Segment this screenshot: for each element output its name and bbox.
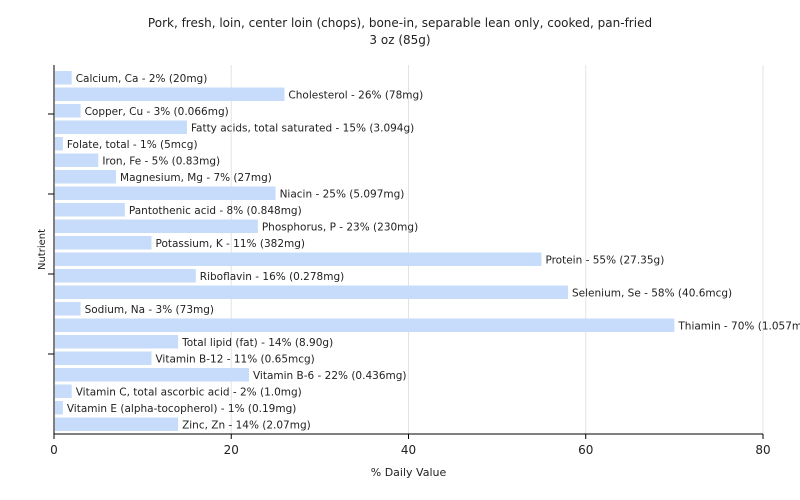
bar xyxy=(55,285,569,299)
bar xyxy=(55,186,276,200)
bar xyxy=(55,417,179,431)
bar xyxy=(55,236,152,250)
bar-label: Selenium, Se - 58% (40.6mcg) xyxy=(572,287,732,299)
bar xyxy=(55,252,542,266)
bar-label: Folate, total - 1% (5mcg) xyxy=(67,139,198,151)
x-tick-label: 40 xyxy=(401,443,416,457)
bar-label: Sodium, Na - 3% (73mg) xyxy=(85,304,214,316)
bar-label: Vitamin E (alpha-tocopherol) - 1% (0.19m… xyxy=(67,403,296,415)
bar-label: Total lipid (fat) - 14% (8.90g) xyxy=(181,337,333,349)
bar xyxy=(55,335,179,349)
bar xyxy=(55,219,258,233)
bar xyxy=(55,203,125,217)
bar-label: Vitamin C, total ascorbic acid - 2% (1.0… xyxy=(76,386,302,398)
bar xyxy=(55,104,81,118)
bar xyxy=(55,351,152,365)
bar-label: Zinc, Zn - 14% (2.07mg) xyxy=(182,419,311,431)
bar-label: Vitamin B-12 - 11% (0.65mcg) xyxy=(155,353,314,365)
bar xyxy=(55,384,72,398)
bar-label: Phosphorus, P - 23% (230mg) xyxy=(262,221,418,233)
x-tick-label: 80 xyxy=(755,443,770,457)
bar-label: Pantothenic acid - 8% (0.848mg) xyxy=(129,205,302,217)
bar-label: Riboflavin - 16% (0.278mg) xyxy=(200,271,344,283)
bar xyxy=(55,153,99,167)
bar xyxy=(55,318,675,332)
x-tick-label: 0 xyxy=(50,443,58,457)
chart-subtitle: 3 oz (85g) xyxy=(369,33,431,47)
bar xyxy=(55,87,285,101)
bar-label: Protein - 55% (27.35g) xyxy=(545,254,664,266)
bar-label: Fatty acids, total saturated - 15% (3.09… xyxy=(191,122,414,134)
chart-title: Pork, fresh, loin, center loin (chops), … xyxy=(147,16,653,30)
x-axis-title: % Daily Value xyxy=(371,466,447,479)
bar-label: Cholesterol - 26% (78mg) xyxy=(288,89,423,101)
bar xyxy=(55,368,249,382)
bar xyxy=(55,137,63,151)
bar-label: Potassium, K - 11% (382mg) xyxy=(155,238,305,250)
bar xyxy=(55,120,187,134)
bar xyxy=(55,269,196,283)
bar-label: Iron, Fe - 5% (0.83mg) xyxy=(102,155,220,167)
y-axis-title: Nutrient xyxy=(37,229,48,270)
bar-label: Thiamin - 70% (1.057mg) xyxy=(677,320,800,332)
bar xyxy=(55,170,117,184)
bar-label: Magnesium, Mg - 7% (27mg) xyxy=(120,172,272,184)
bar xyxy=(55,302,81,316)
x-tick-label: 60 xyxy=(578,443,593,457)
bar-label: Vitamin B-6 - 22% (0.436mg) xyxy=(253,370,407,382)
bar xyxy=(55,71,72,85)
bar-label: Niacin - 25% (5.097mg) xyxy=(280,188,405,200)
bar-label: Copper, Cu - 3% (0.066mg) xyxy=(85,106,229,118)
bar xyxy=(55,401,63,415)
x-tick-label: 20 xyxy=(224,443,239,457)
bar-label: Calcium, Ca - 2% (20mg) xyxy=(76,73,208,85)
